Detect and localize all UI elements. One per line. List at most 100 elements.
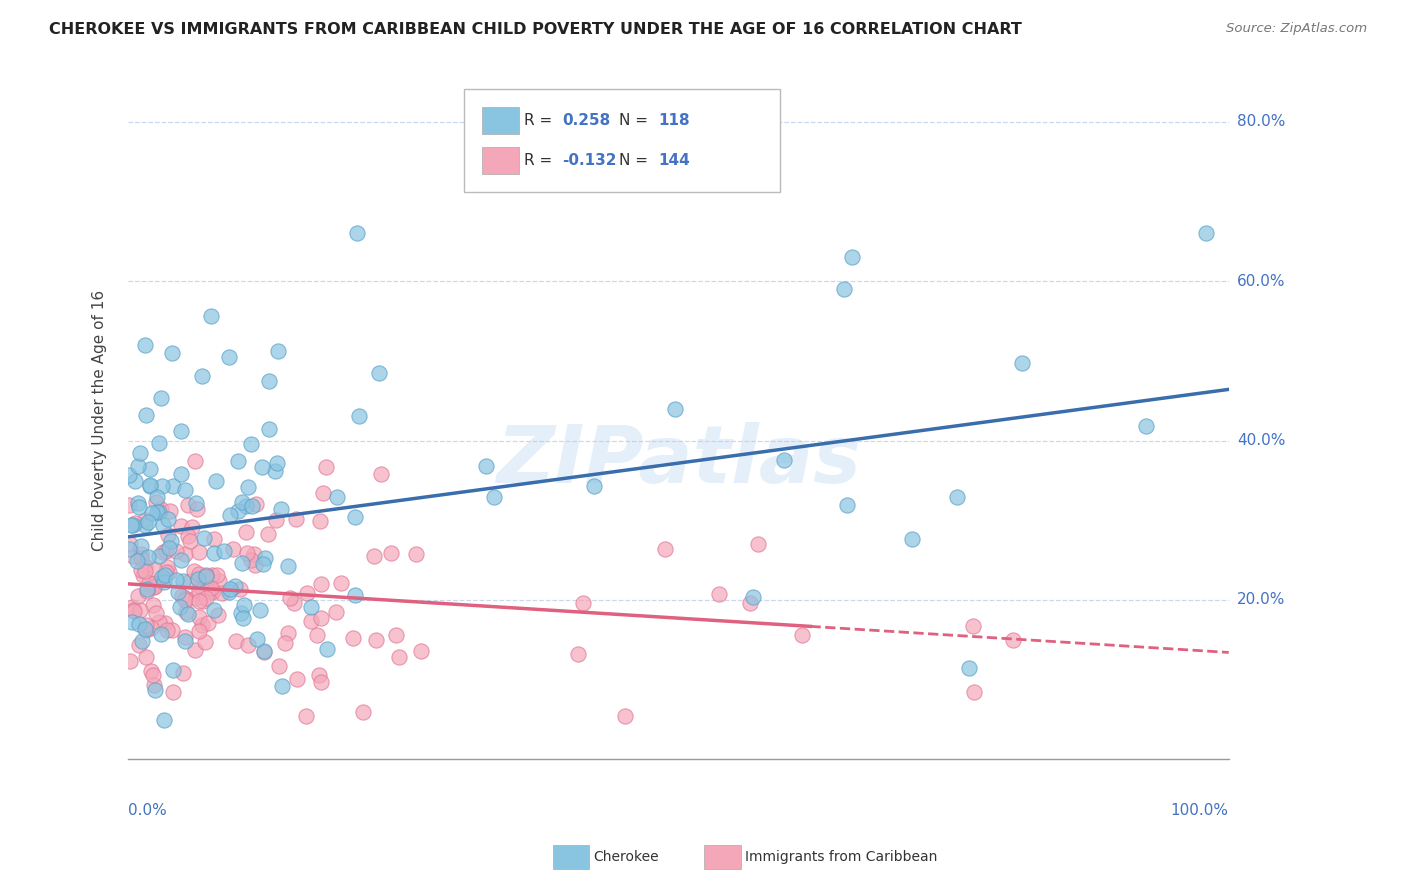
Point xyxy=(134,564,156,578)
Point xyxy=(201,585,224,599)
Point xyxy=(155,616,177,631)
Point xyxy=(236,546,259,560)
Point xyxy=(222,542,245,557)
Point xyxy=(219,582,242,597)
Point xyxy=(132,568,155,582)
Point xyxy=(187,583,209,598)
Point xyxy=(134,518,156,533)
Point xyxy=(141,599,163,613)
Point xyxy=(572,596,595,610)
Point xyxy=(202,533,225,547)
Point xyxy=(245,558,267,572)
Point xyxy=(136,515,159,529)
Text: 20.0%: 20.0% xyxy=(1237,592,1285,607)
Point xyxy=(122,603,145,617)
Point xyxy=(207,607,229,622)
Point xyxy=(250,460,273,475)
Point xyxy=(153,713,176,727)
Point xyxy=(742,590,765,604)
Point xyxy=(143,579,166,593)
Point xyxy=(129,563,152,577)
Text: R =: R = xyxy=(524,113,558,128)
Point xyxy=(120,654,142,668)
Point xyxy=(187,544,209,558)
Point xyxy=(188,624,211,639)
Text: Source: ZipAtlas.com: Source: ZipAtlas.com xyxy=(1226,22,1367,36)
Point xyxy=(307,628,329,642)
Point xyxy=(134,338,156,352)
Point xyxy=(162,664,184,678)
Point xyxy=(131,550,153,565)
Point xyxy=(188,566,211,581)
Point xyxy=(352,705,374,719)
Point xyxy=(962,619,984,633)
Point xyxy=(134,559,156,574)
Point xyxy=(173,547,195,561)
Point xyxy=(138,576,160,591)
Point xyxy=(152,545,174,559)
Point xyxy=(138,479,160,493)
Text: 0.0%: 0.0% xyxy=(128,804,167,819)
Point xyxy=(214,544,236,558)
Point xyxy=(1135,418,1157,433)
Point xyxy=(285,512,308,526)
Text: 118: 118 xyxy=(658,113,689,128)
Point xyxy=(188,594,211,608)
Text: Cherokee: Cherokee xyxy=(593,850,659,864)
Point xyxy=(146,490,169,504)
Text: 40.0%: 40.0% xyxy=(1237,433,1285,448)
Point xyxy=(664,401,686,416)
Point xyxy=(253,644,276,658)
Point xyxy=(228,504,250,518)
Point xyxy=(117,541,139,556)
Point xyxy=(179,574,201,589)
Point xyxy=(738,596,761,610)
Point xyxy=(183,564,205,578)
Point xyxy=(277,559,299,574)
Point xyxy=(202,546,225,560)
Text: N =: N = xyxy=(619,113,652,128)
Point xyxy=(134,622,156,636)
Point xyxy=(270,502,292,516)
Point xyxy=(311,611,333,625)
Point xyxy=(246,632,269,646)
Point xyxy=(195,569,218,583)
Point xyxy=(162,684,184,698)
Point xyxy=(150,626,173,640)
Point xyxy=(166,585,188,599)
Point xyxy=(274,636,297,650)
Point xyxy=(201,568,224,582)
Point xyxy=(184,643,207,657)
Point xyxy=(205,474,228,488)
Point xyxy=(344,510,367,524)
Point xyxy=(172,574,194,588)
Point xyxy=(187,609,209,624)
Point xyxy=(342,631,364,645)
Point xyxy=(229,582,252,596)
Point xyxy=(236,638,259,652)
Point xyxy=(194,591,217,606)
Point xyxy=(218,350,240,364)
Y-axis label: Child Poverty Under the Age of 16: Child Poverty Under the Age of 16 xyxy=(93,290,107,551)
Point xyxy=(266,456,288,470)
Point xyxy=(124,474,146,488)
Point xyxy=(181,519,204,533)
Point xyxy=(347,409,370,423)
Point xyxy=(225,633,247,648)
Point xyxy=(235,525,257,540)
Text: 60.0%: 60.0% xyxy=(1237,274,1285,289)
Point xyxy=(945,490,967,504)
Point xyxy=(200,581,222,595)
Point xyxy=(226,453,249,467)
Point xyxy=(184,496,207,510)
Point xyxy=(193,532,215,546)
Point xyxy=(149,502,172,516)
Point xyxy=(326,490,349,504)
Point xyxy=(156,528,179,542)
Point xyxy=(128,639,150,653)
Point xyxy=(267,343,290,358)
Point xyxy=(118,467,141,482)
Text: Immigrants from Caribbean: Immigrants from Caribbean xyxy=(745,850,938,864)
Point xyxy=(127,496,149,510)
Point xyxy=(141,580,163,594)
